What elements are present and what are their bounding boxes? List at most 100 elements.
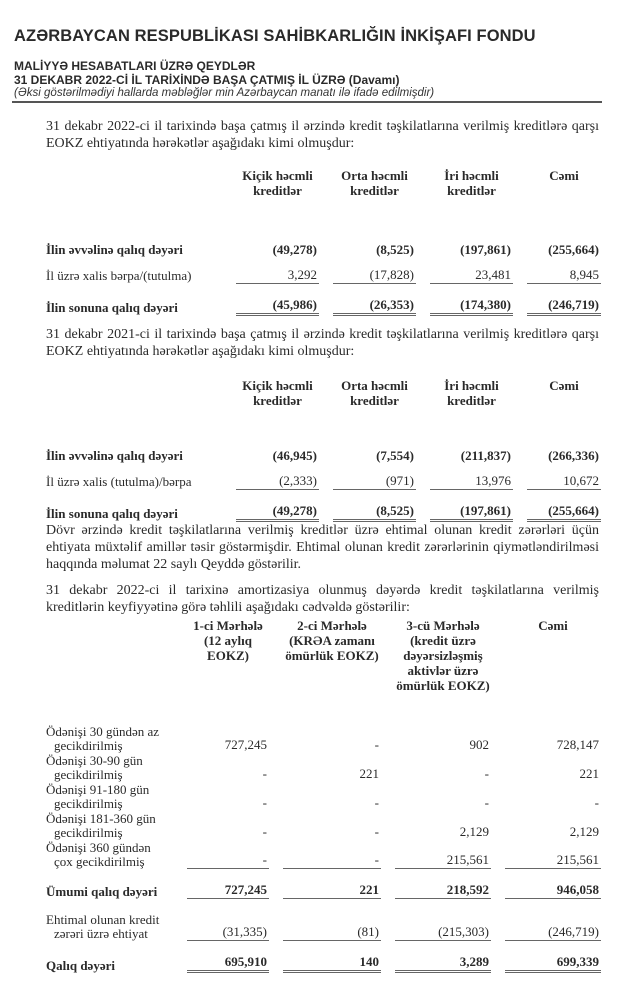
cell: 221 bbox=[269, 869, 381, 899]
row-label-line: Ödənişi 30-90 gün bbox=[46, 753, 143, 768]
cell-value: 8,945 bbox=[527, 267, 601, 284]
cell: 2,129 bbox=[381, 811, 491, 840]
document-title: MALİYYƏ HESABATLARI ÜZRƏ QEYDLƏR bbox=[14, 59, 256, 73]
column-header: Cəmi bbox=[549, 378, 579, 393]
organization-title: AZƏRBAYCAN RESPUBLİKASI SAHİBKARLIĞIN İN… bbox=[14, 27, 536, 45]
cell: (26,353) bbox=[319, 284, 416, 316]
table-row: İl üzrə xalis (tutulma)/bərpa (2,333) (971… bbox=[46, 464, 601, 490]
paragraph-quality-analysis: 31 dekabr 2022-ci il tarixinə amortizasi… bbox=[46, 583, 599, 615]
cell-value: (211,837) bbox=[460, 448, 511, 463]
row-label-line: Qalıq dəyəri bbox=[46, 958, 115, 973]
row-label-line: gecikdirilmiş bbox=[54, 825, 123, 840]
cell-value: - bbox=[374, 795, 379, 810]
row-label-line: Ehtimal olunan kredit bbox=[46, 912, 160, 927]
cell: 727,245 bbox=[173, 869, 269, 899]
cell: (31,335) bbox=[173, 899, 269, 941]
cell-value: (17,828) bbox=[333, 267, 416, 284]
header-row: 1-ci Mərhələ (12 aylıq EOKZ) 2-ci Mərhələ… bbox=[46, 618, 601, 723]
cell-value: (197,861) bbox=[460, 242, 511, 257]
cell: (49,278) bbox=[222, 230, 319, 258]
cell: 3,292 bbox=[222, 258, 319, 284]
column-header: 3-cü Mərhələ (kredit üzrə dəyərsizləşmiş… bbox=[396, 618, 490, 693]
table-row: Ödənişi 91-180 gün gecikdirilmiş - - - - bbox=[46, 782, 601, 811]
table-row: Ödənişi 30-90 gün gecikdirilmiş - 221 - 221 bbox=[46, 753, 601, 782]
row-label-line: gecikdirilmiş bbox=[54, 738, 123, 753]
cell-value: 221 bbox=[283, 882, 381, 899]
cell: - bbox=[173, 840, 269, 869]
column-header: 2-ci Mərhələ (KRƏA zamanı ömürlük EOKZ) bbox=[285, 618, 379, 663]
cell-value: (971) bbox=[333, 473, 416, 490]
cell: (246,719) bbox=[491, 899, 601, 941]
header-blank bbox=[46, 618, 173, 723]
column-header: Cəmi bbox=[538, 618, 568, 633]
table-row: İlin əvvəlinə qalıq dəyəri (46,945) (7,554… bbox=[46, 436, 601, 464]
row-label: Ehtimal olunan kredit zərəri üzrə ehtiyat bbox=[46, 899, 173, 941]
table-row: İl üzrə xalis bərpa/(tutulma) 3,292 (17,82… bbox=[46, 258, 601, 284]
cell: (246,719) bbox=[513, 284, 601, 316]
cell-value: 13,976 bbox=[430, 473, 513, 490]
cell-value: (215,303) bbox=[395, 924, 491, 941]
cell-value: (45,986) bbox=[236, 297, 319, 316]
cell: (8,525) bbox=[319, 490, 416, 522]
cell-value: 902 bbox=[469, 737, 490, 752]
cell-value: (266,336) bbox=[548, 448, 599, 463]
column-header: Kiçik həcmli kreditlər bbox=[242, 168, 313, 198]
cell-value: (2,333) bbox=[236, 473, 319, 490]
cell: (215,303) bbox=[381, 899, 491, 941]
cell-value: (26,353) bbox=[333, 297, 416, 316]
column-header: İri həcmli kreditlər bbox=[444, 168, 499, 198]
row-label-line: Ümumi qalıq dəyəri bbox=[46, 884, 158, 899]
cell: 10,672 bbox=[513, 464, 601, 490]
cell: 221 bbox=[269, 753, 381, 782]
cell-value: (8,525) bbox=[376, 242, 414, 257]
row-label-line: Ödənişi 181-360 gün bbox=[46, 811, 156, 826]
row-label: İl üzrə xalis bərpa/(tutulma) bbox=[46, 258, 222, 284]
row-label: İlin sonuna qalıq dəyəri bbox=[46, 490, 222, 522]
cell: (197,861) bbox=[416, 230, 513, 258]
header-blank bbox=[46, 378, 222, 436]
cell: 221 bbox=[491, 753, 601, 782]
column-header: Orta həcmli kreditlər bbox=[341, 378, 408, 408]
cell: (197,861) bbox=[416, 490, 513, 522]
cell: (211,837) bbox=[416, 436, 513, 464]
cell: 946,058 bbox=[491, 869, 601, 899]
period-heading: 31 DEKABR 2022-Cİ İL TARİXİNDƏ BAŞA ÇATM… bbox=[14, 73, 400, 87]
cell-value: (49,278) bbox=[272, 242, 317, 257]
cell: (8,525) bbox=[319, 230, 416, 258]
cell-value: - bbox=[374, 824, 379, 839]
row-label: Ödənişi 360 gündən çox gecikdirilmiş bbox=[46, 840, 173, 869]
cell-value: - bbox=[187, 852, 269, 869]
cell-value: (197,861) bbox=[430, 503, 513, 522]
row-label-text: İlin əvvəlinə qalıq dəyəri bbox=[46, 242, 183, 257]
cell: - bbox=[269, 723, 381, 753]
cell: 695,910 bbox=[173, 941, 269, 973]
cell: (7,554) bbox=[319, 436, 416, 464]
paragraph-2022-movements: 31 dekabr 2022-ci il tarixində başa çatm… bbox=[46, 119, 599, 151]
cell: - bbox=[173, 811, 269, 840]
cell: 13,976 bbox=[416, 464, 513, 490]
cell: 215,561 bbox=[491, 840, 601, 869]
cell-value: (255,664) bbox=[548, 242, 599, 257]
cell: - bbox=[269, 782, 381, 811]
cell-value: 221 bbox=[359, 766, 380, 781]
cell-value: 23,481 bbox=[430, 267, 513, 284]
row-label: İlin əvvəlinə qalıq dəyəri bbox=[46, 436, 222, 464]
cell: (266,336) bbox=[513, 436, 601, 464]
cell: 902 bbox=[381, 723, 491, 753]
paragraph-ecl-factors: Dövr ərzində kredit təşkilatlarına veril… bbox=[46, 523, 599, 572]
cell-value: 218,592 bbox=[395, 882, 491, 899]
cell-value: - bbox=[594, 795, 599, 810]
cell-value: - bbox=[374, 737, 379, 752]
cell-value: 727,245 bbox=[224, 737, 267, 752]
cell-value: 3,289 bbox=[395, 954, 491, 973]
row-label-line: Ödənişi 360 gündən bbox=[46, 840, 151, 855]
cell: - bbox=[381, 782, 491, 811]
cell-value: - bbox=[484, 795, 489, 810]
cell: (2,333) bbox=[222, 464, 319, 490]
cell-value: 221 bbox=[579, 766, 600, 781]
credit-quality-table: 1-ci Mərhələ (12 aylıq EOKZ) 2-ci Mərhələ… bbox=[46, 618, 601, 973]
cell: 699,339 bbox=[491, 941, 601, 973]
cell: (81) bbox=[269, 899, 381, 941]
cell-value: (31,335) bbox=[187, 924, 269, 941]
cell-value: 728,147 bbox=[556, 737, 599, 752]
